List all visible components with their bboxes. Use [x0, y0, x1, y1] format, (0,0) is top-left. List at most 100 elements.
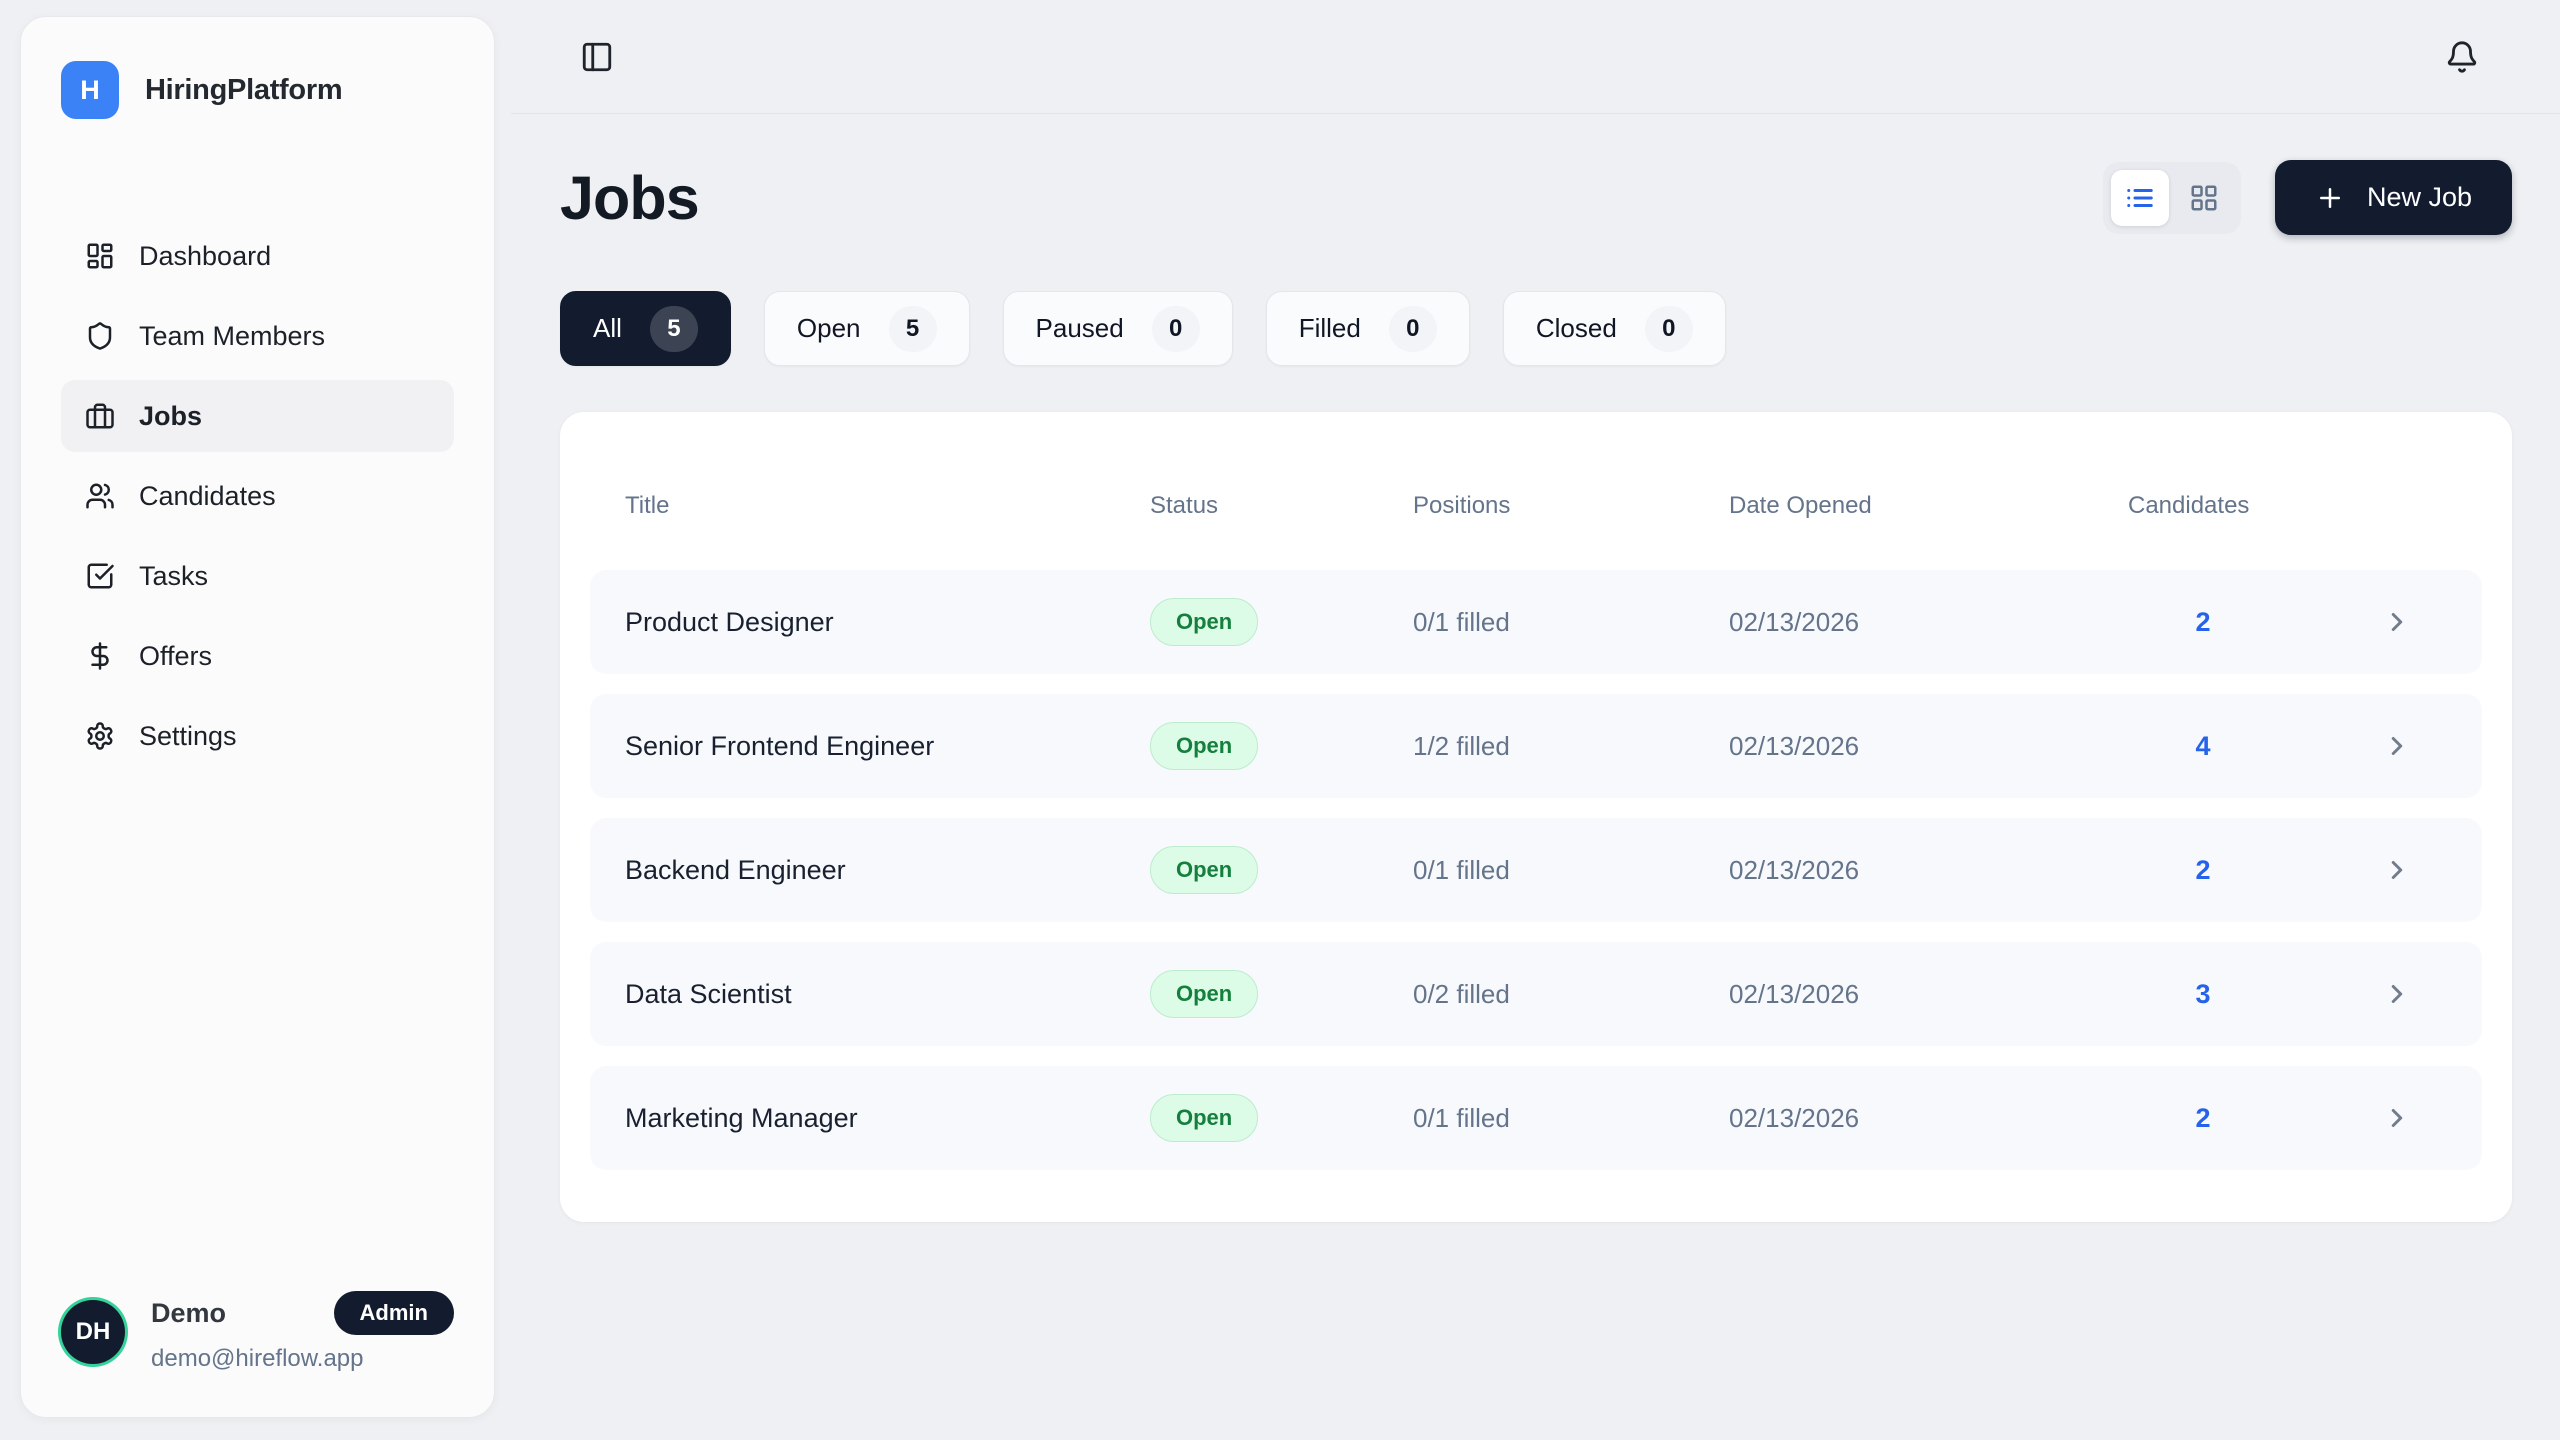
column-header-date-opened: Date Opened: [1729, 492, 1872, 519]
filter-tab-closed[interactable]: Closed 0: [1502, 291, 1726, 366]
positions-filled: 0/1 filled: [1413, 854, 1510, 885]
sidebar-item-dashboard[interactable]: Dashboard: [61, 220, 454, 292]
sidebar-item-label: Dashboard: [139, 240, 272, 271]
status-badge: Open: [1150, 1094, 1259, 1142]
table-row[interactable]: Marketing Manager Open 0/1 filled 02/13/…: [590, 1066, 2482, 1170]
job-title: Senior Frontend Engineer: [625, 730, 935, 761]
candidates-count[interactable]: 3: [2195, 978, 2211, 1009]
user-name: Demo: [151, 1297, 227, 1328]
avatar: DH: [61, 1300, 125, 1364]
shield-icon: [85, 321, 115, 351]
grid-icon: [2189, 183, 2219, 213]
table-row[interactable]: Product Designer Open 0/1 filled 02/13/2…: [590, 570, 2482, 674]
table-row[interactable]: Senior Frontend Engineer Open 1/2 filled…: [590, 694, 2482, 798]
briefcase-icon: [85, 401, 115, 431]
filter-tabs: All 5 Open 5 Paused 0 Filled 0 Closed 0: [560, 291, 2512, 366]
candidates-count[interactable]: 2: [2195, 854, 2211, 885]
page-header: Jobs New Job: [560, 160, 2512, 235]
status-badge: Open: [1150, 846, 1259, 894]
positions-filled: 0/1 filled: [1413, 606, 1510, 637]
filter-tab-label: Closed: [1535, 313, 1617, 343]
notifications-button[interactable]: [2440, 35, 2484, 79]
task-check-icon: [85, 561, 115, 591]
status-badge: Open: [1150, 722, 1259, 770]
jobs-table-card: Title Status Positions Date Opened Candi…: [560, 412, 2512, 1222]
view-toggle: [2102, 161, 2241, 234]
positions-filled: 0/1 filled: [1413, 1102, 1510, 1133]
filter-tab-all[interactable]: All 5: [560, 291, 731, 366]
sidebar-item-label: Candidates: [139, 480, 276, 511]
role-badge: Admin: [333, 1291, 454, 1335]
brand: H HiringPlatform: [61, 61, 454, 119]
header-actions: New Job: [2102, 160, 2512, 235]
chevron-right-icon[interactable]: [2382, 607, 2412, 637]
sidebar-item-team-members[interactable]: Team Members: [61, 300, 454, 372]
new-job-button[interactable]: New Job: [2274, 160, 2512, 235]
bell-icon: [2445, 40, 2479, 74]
date-opened: 02/13/2026: [1729, 1102, 1860, 1133]
filter-tab-label: Paused: [1035, 313, 1124, 343]
column-header-title: Title: [625, 492, 670, 519]
sidebar-item-label: Offers: [139, 640, 213, 671]
candidates-count[interactable]: 2: [2195, 606, 2211, 637]
topbar: [511, 0, 2560, 114]
grid-view-button[interactable]: [2175, 170, 2233, 226]
brand-logo-icon: H: [61, 61, 119, 119]
gear-icon: [85, 721, 115, 751]
candidates-count[interactable]: 2: [2195, 1102, 2211, 1133]
filter-count-badge: 0: [1151, 305, 1200, 352]
chevron-right-icon[interactable]: [2382, 855, 2412, 885]
sidebar-item-candidates[interactable]: Candidates: [61, 460, 454, 532]
chevron-right-icon[interactable]: [2382, 731, 2412, 761]
filter-count-badge: 0: [1388, 305, 1437, 352]
sidebar-item-settings[interactable]: Settings: [61, 700, 454, 772]
sidebar-nav: Dashboard Team Members Jobs Candidates T…: [61, 220, 454, 772]
user-email: demo@hireflow.app: [151, 1345, 364, 1372]
dollar-icon: [85, 641, 115, 671]
table-header: Title Status Positions Date Opened Candi…: [590, 442, 2482, 570]
filter-count-badge: 5: [888, 305, 937, 352]
column-header-status: Status: [1150, 492, 1219, 519]
sidebar-item-label: Team Members: [139, 320, 326, 351]
chevron-right-icon[interactable]: [2382, 1103, 2412, 1133]
filter-count-badge: 0: [1644, 305, 1693, 352]
user-meta: Demo Admin demo@hireflow.app: [151, 1291, 454, 1373]
chevron-right-icon[interactable]: [2382, 979, 2412, 1009]
positions-filled: 0/2 filled: [1413, 978, 1510, 1009]
table-row[interactable]: Data Scientist Open 0/2 filled 02/13/202…: [590, 942, 2482, 1046]
table-body: Product Designer Open 0/1 filled 02/13/2…: [590, 570, 2482, 1170]
date-opened: 02/13/2026: [1729, 978, 1860, 1009]
status-badge: Open: [1150, 598, 1259, 646]
status-badge: Open: [1150, 970, 1259, 1018]
candidates-count[interactable]: 4: [2195, 730, 2211, 761]
sidebar-item-label: Tasks: [139, 560, 209, 591]
column-header-positions: Positions: [1413, 492, 1511, 519]
job-title: Marketing Manager: [625, 1102, 858, 1133]
brand-name: HiringPlatform: [145, 73, 343, 106]
date-opened: 02/13/2026: [1729, 606, 1860, 637]
sidebar-toggle-button[interactable]: [575, 35, 619, 79]
sidebar-item-jobs[interactable]: Jobs: [61, 380, 454, 452]
table-row[interactable]: Backend Engineer Open 0/1 filled 02/13/2…: [590, 818, 2482, 922]
sidebar-item-tasks[interactable]: Tasks: [61, 540, 454, 612]
sidebar-item-label: Jobs: [139, 400, 203, 431]
list-view-button[interactable]: [2110, 169, 2169, 226]
dashboard-icon: [85, 241, 115, 271]
positions-filled: 1/2 filled: [1413, 730, 1510, 761]
filter-count-badge: 5: [649, 305, 698, 352]
main-content: Jobs New Job All 5 Open 5 Paused 0 Fille…: [511, 114, 2560, 1440]
date-opened: 02/13/2026: [1729, 854, 1860, 885]
job-title: Backend Engineer: [625, 854, 846, 885]
filter-tab-open[interactable]: Open 5: [763, 291, 970, 366]
date-opened: 02/13/2026: [1729, 730, 1860, 761]
filter-tab-paused[interactable]: Paused 0: [1002, 291, 1233, 366]
sidebar-item-offers[interactable]: Offers: [61, 620, 454, 692]
column-header-candidates: Candidates: [2128, 492, 2250, 519]
panel-left-icon: [580, 40, 614, 74]
filter-tab-label: All: [593, 313, 622, 343]
filter-tab-filled[interactable]: Filled 0: [1265, 291, 1470, 366]
job-title: Data Scientist: [625, 978, 792, 1009]
sidebar: H HiringPlatform Dashboard Team Members …: [20, 16, 495, 1418]
filter-tab-label: Filled: [1298, 313, 1361, 343]
list-icon: [2125, 183, 2155, 213]
